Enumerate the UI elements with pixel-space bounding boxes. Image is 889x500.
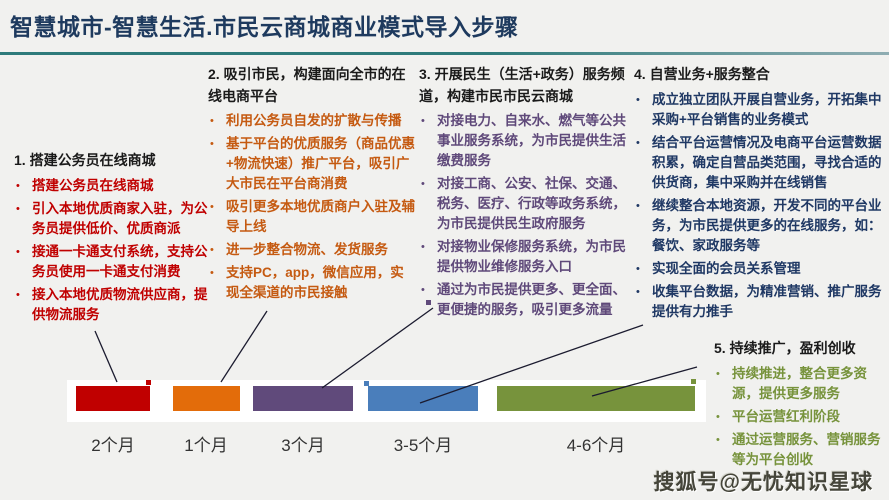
list-item: • 成立独立团队开展自营业务，开拓集中采购+平台销售的业务模式 [634, 90, 889, 130]
bullet-text: 继续整合本地资源，开发不同的平台业务，为市民提供更多的在线服务，如：餐饮、家政服… [652, 197, 882, 253]
bullet-text: 搭建公务员在线商城 [32, 177, 154, 193]
bullet-icon: • [636, 285, 640, 298]
list-item: • 进一步整合物流、发货服务 [208, 240, 415, 260]
handle-square-purple [426, 300, 431, 305]
bullet-icon: • [421, 284, 425, 297]
step-2-column: 2. 吸引市民，构建面向全市的在线电商平台 • 利用公务员自发的扩散与传播 • 基于… [208, 64, 415, 306]
list-item: • 对接电力、自来水、燃气等公共事业服务系统，为市民提供生活缴费服务 [419, 111, 633, 171]
bullet-icon: • [421, 115, 425, 128]
bullet-icon: • [16, 202, 20, 215]
timeline-bar-step-5 [497, 386, 695, 411]
list-item: • 支持PC，app，微信应用，实现全渠道的市民接触 [208, 263, 415, 303]
list-item: • 持续推进，整合更多资源，提供更多服务 [714, 364, 889, 404]
list-item: • 接入本地优质物流供应商，提供物流服务 [14, 285, 208, 325]
step-3-header: 3. 开展民生（生活+政务）服务频道，构建市民市民云商城 [419, 66, 625, 104]
list-item: • 平台运营红利阶段 [714, 407, 889, 427]
bullet-icon: • [636, 93, 640, 106]
bullet-text: 通过为市民提供更多、更全面、更便捷的服务，吸引更多流量 [437, 282, 626, 318]
bullet-text: 支持PC，app，微信应用，实现全渠道的市民接触 [226, 265, 404, 301]
step-1-column: 1. 搭建公务员在线商城 • 搭建公务员在线商城 • 引入本地优质商家入驻，为公务员… [14, 150, 208, 328]
list-item: • 通过为市民提供更多、更全面、更便捷的服务，吸引更多流量 [419, 280, 633, 320]
bullet-text: 引入本地优质商家入驻，为公务员提供低价、优质商派 [32, 200, 208, 236]
bullet-icon: • [210, 267, 214, 280]
bullet-text: 接入本地优质物流供应商，提供物流服务 [32, 286, 208, 322]
page-title: 智慧城市-智慧生活.市民云商城商业模式导入步骤 [10, 14, 519, 40]
step-5-header: 5. 持续推广，盈利创收 [714, 340, 856, 356]
bullet-text: 收集平台数据，为精准营销、推广服务提供有力推手 [652, 283, 882, 319]
bullet-text: 通过运营服务、营销服务等为平台创收 [732, 431, 881, 467]
bullet-icon: • [16, 245, 20, 258]
timeline-bar-step-4 [368, 386, 478, 411]
bullet-text: 平台运营红利阶段 [732, 408, 840, 424]
title-divider-line [0, 52, 889, 55]
bullet-text: 成立独立团队开展自营业务，开拓集中采购+平台销售的业务模式 [652, 91, 882, 127]
bullet-text: 吸引更多本地优质商户入驻及辅导上线 [226, 199, 415, 235]
bullet-icon: • [716, 433, 720, 446]
duration-label: 2个月 [91, 436, 135, 455]
handle-square-green [691, 379, 696, 384]
handle-square-red [146, 380, 151, 385]
list-item: • 继续整合本地资源，开发不同的平台业务，为市民提供更多的在线服务，如：餐饮、家政… [634, 196, 889, 256]
step-4-header: 4. 自营业务+服务整合 [634, 66, 770, 82]
connector-line-step2 [220, 310, 268, 383]
bullet-icon: • [716, 367, 720, 380]
list-item: • 利用公务员自发的扩散与传播 [208, 111, 415, 131]
list-item: • 引入本地优质商家入驻，为公务员提供低价、优质商派 [14, 199, 208, 239]
list-item: • 实现全面的会员关系管理 [634, 259, 889, 279]
bullet-icon: • [210, 201, 214, 214]
step-4-column: 4. 自营业务+服务整合 • 成立独立团队开展自营业务，开拓集中采购+平台销售的业… [634, 64, 889, 325]
step-5-column: 5. 持续推广，盈利创收 • 持续推进，整合更多资源，提供更多服务 • 平台运营红利… [714, 338, 889, 473]
bullet-text: 进一步整合物流、发货服务 [226, 242, 388, 258]
timeline-bar-step-3 [253, 386, 353, 411]
step-2-header: 2. 吸引市民，构建面向全市的在线电商平台 [208, 66, 406, 104]
list-item: • 对接物业保修服务系统，为市民提供物业维修服务入口 [419, 237, 633, 277]
list-item: • 接通一卡通支付系统，支持公务员使用一卡通支付消费 [14, 242, 208, 282]
duration-label: 3-5个月 [393, 436, 453, 455]
list-item: • 吸引更多本地优质商户入驻及辅导上线 [208, 197, 415, 237]
bullet-text: 基于平台的优质服务（商品优惠+物流快速）推广平台，吸引广大市民在平台商消费 [226, 136, 415, 192]
bullet-icon: • [636, 136, 640, 149]
bullet-text: 接通一卡通支付系统，支持公务员使用一卡通支付消费 [32, 243, 208, 279]
bullet-text: 持续推进，整合更多资源，提供更多服务 [732, 365, 867, 401]
list-item: • 收集平台数据，为精准营销、推广服务提供有力推手 [634, 282, 889, 322]
timeline-bar-step-2 [173, 386, 240, 411]
connector-line-step3 [321, 307, 434, 389]
list-item: • 通过运营服务、营销服务等为平台创收 [714, 430, 889, 470]
step-1-header: 1. 搭建公务员在线商城 [14, 152, 156, 168]
bullet-icon: • [421, 241, 425, 254]
list-item: • 基于平台的优质服务（商品优惠+物流快速）推广平台，吸引广大市民在平台商消费 [208, 134, 415, 194]
bullet-icon: • [210, 115, 214, 128]
timeline-bar-step-1 [76, 386, 150, 411]
duration-label: 4-6个月 [566, 436, 626, 455]
bullet-icon: • [716, 410, 720, 423]
bullet-icon: • [636, 262, 640, 275]
bullet-text: 实现全面的会员关系管理 [652, 260, 801, 276]
bullet-text: 对接电力、自来水、燃气等公共事业服务系统，为市民提供生活缴费服务 [437, 113, 626, 169]
duration-label: 1个月 [184, 436, 228, 455]
bullet-icon: • [16, 288, 20, 301]
duration-label: 3个月 [281, 436, 325, 455]
step-3-column: 3. 开展民生（生活+政务）服务频道，构建市民市民云商城 • 对接电力、自来水、燃… [419, 64, 633, 323]
list-item: • 结合平台运营情况及电商平台运营数据积累，确定自营品类范围，寻找合适的供货商，集… [634, 133, 889, 193]
bullet-icon: • [210, 138, 214, 151]
bullet-text: 对接工商、公安、社保、交通、税务、医疗、行政等政务系统，为市民提供民生政府服务 [437, 176, 626, 232]
list-item: • 对接工商、公安、社保、交通、税务、医疗、行政等政务系统，为市民提供民生政府服务 [419, 174, 633, 234]
bullet-text: 利用公务员自发的扩散与传播 [226, 113, 402, 129]
bullet-icon: • [421, 178, 425, 191]
bullet-icon: • [636, 199, 640, 212]
handle-square-blue [364, 381, 369, 386]
watermark-text: 搜狐号@无忧知识星球 [653, 471, 873, 494]
connector-line-step1 [94, 330, 118, 383]
bullet-icon: • [16, 179, 20, 192]
bullet-text: 结合平台运营情况及电商平台运营数据积累，确定自营品类范围，寻找合适的供货商，集中… [652, 134, 882, 190]
list-item: • 搭建公务员在线商城 [14, 176, 208, 196]
bullet-icon: • [210, 244, 214, 257]
bullet-text: 对接物业保修服务系统，为市民提供物业维修服务入口 [437, 239, 626, 275]
